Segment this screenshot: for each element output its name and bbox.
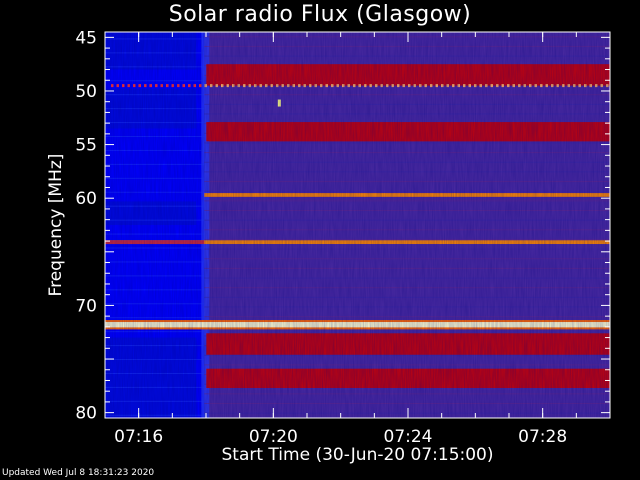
x-tick-label-3: 07:28 (518, 427, 567, 447)
plot-frame (104, 31, 611, 419)
x-tick-label-0: 07:16 (114, 427, 163, 447)
x-axis-label: Start Time (30-Jun-20 07:15:00) (221, 445, 494, 465)
plot-area (104, 31, 611, 419)
y-tick-label-70: 70 (75, 296, 97, 316)
y-tick-label-45: 45 (75, 28, 97, 48)
chart-title: Solar radio Flux (Glasgow) (168, 2, 472, 27)
y-axis-label: Frequency [MHz] (46, 153, 66, 297)
y-tick-label-55: 55 (75, 136, 97, 156)
x-tick-label-1: 07:20 (249, 427, 298, 447)
y-axis: 45 50 55 60 70 80 (75, 28, 610, 424)
y-tick-label-60: 60 (75, 189, 97, 209)
y-tick-label-50: 50 (75, 82, 97, 102)
x-axis: 07:16 07:20 07:24 07:28 (104, 32, 611, 447)
x-tick-label-2: 07:24 (384, 427, 433, 447)
y-tick-label-80: 80 (75, 404, 97, 424)
updated-timestamp: Updated Wed Jul 8 18:31:23 2020 (2, 468, 155, 478)
